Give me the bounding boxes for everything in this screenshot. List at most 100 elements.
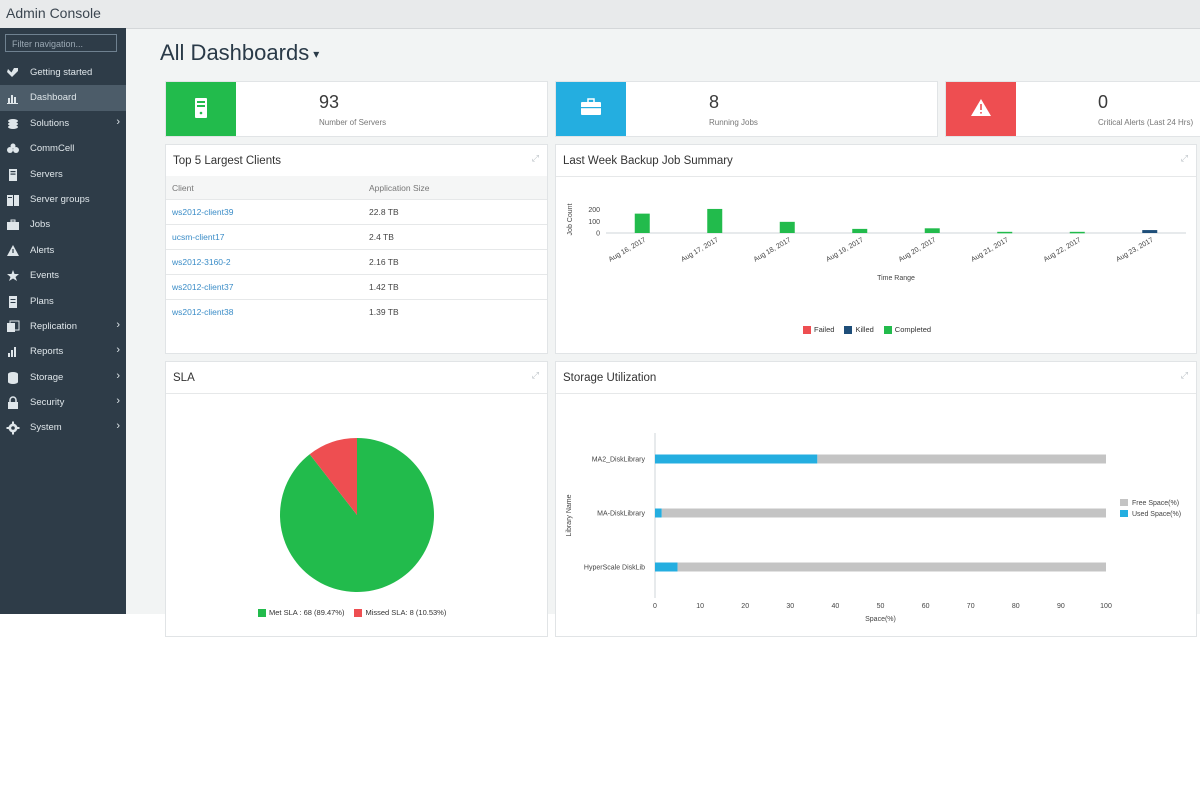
kpi-alerts-label: Critical Alerts (Last 24 Hrs) — [1098, 118, 1194, 127]
bar-used-space[interactable] — [655, 454, 818, 464]
sidebar-item-system[interactable]: System › — [0, 415, 126, 440]
gear-icon — [6, 421, 20, 435]
client-link[interactable]: ws2012-3160-2 — [166, 249, 363, 275]
legend-swatch — [883, 326, 892, 335]
backup-legend-item[interactable]: Killed — [844, 325, 874, 335]
legend-swatch — [803, 326, 811, 335]
briefcase-icon — [7, 219, 19, 231]
backup-summary-header: Last Week Backup Job Summary ⤢ — [556, 145, 1196, 177]
y-tick-label: HyperScale DiskLib — [584, 565, 645, 572]
bar-free-space[interactable] — [677, 562, 1106, 572]
plans-icon — [9, 295, 17, 308]
pie-slice[interactable] — [309, 438, 357, 515]
legend-swatch — [354, 609, 363, 618]
table-header-row: Client Application Size — [166, 176, 547, 200]
column-header-client[interactable]: Client — [166, 176, 363, 200]
sidebar-item-replication[interactable]: Replication › — [0, 314, 126, 339]
bar-completed[interactable] — [634, 213, 650, 233]
bar-free-space[interactable] — [817, 454, 1106, 464]
bar-completed[interactable] — [852, 228, 868, 233]
chevron-right-icon[interactable]: › — [116, 369, 120, 382]
legend-swatch — [258, 609, 266, 618]
kpi-card-servers[interactable]: 93 Number of Servers — [165, 81, 548, 137]
bar-completed[interactable] — [997, 231, 1013, 234]
backup-chart-legend: Failed Killed Completed — [803, 325, 941, 335]
kpi-card-running-jobs[interactable]: 8 Running Jobs — [555, 81, 938, 137]
x-tick-label: 10 — [696, 603, 704, 610]
y-tick-label: 100 — [588, 219, 600, 226]
sidebar-item-security[interactable]: Security › — [0, 390, 126, 415]
sla-legend-item[interactable]: Met SLA : 68 (89.47%) — [258, 608, 344, 618]
storage-utilization-header: Storage Utilization ⤢ — [556, 362, 1196, 394]
storage-utilization-title: Storage Utilization — [563, 372, 657, 384]
client-link[interactable]: ws2012-client38 — [166, 299, 363, 324]
sidebar-item-events[interactable]: Events — [0, 263, 126, 288]
bar-completed[interactable] — [924, 228, 940, 233]
client-link[interactable]: ws2012-client39 — [166, 199, 363, 225]
sidebar-item-alerts[interactable]: Alerts — [0, 238, 126, 263]
bar-completed[interactable] — [1069, 231, 1085, 234]
sidebar-item-label: Reports — [30, 346, 64, 358]
client-link[interactable]: ws2012-client37 — [166, 274, 363, 300]
expand-icon[interactable]: ⤢ — [1180, 370, 1188, 380]
sidebar-item-storage[interactable]: Storage › — [0, 365, 126, 390]
table-row: ws2012-3160-2 2.16 TB — [166, 249, 547, 275]
chevron-right-icon[interactable]: › — [116, 318, 120, 331]
sidebar-item-label: Servers — [30, 168, 63, 180]
x-axis-label: Time Range — [877, 275, 915, 282]
title-bar: Admin Console — [0, 0, 1200, 29]
commcell-icon — [7, 143, 19, 154]
sidebar-item-server-groups[interactable]: Server groups — [0, 187, 126, 212]
chevron-right-icon[interactable]: › — [116, 344, 120, 357]
kpi-card-critical-alerts[interactable]: 0 Critical Alerts (Last 24 Hrs) — [945, 81, 1200, 137]
sidebar-item-label: CommCell — [30, 143, 75, 155]
chevron-right-icon[interactable]: › — [116, 420, 120, 433]
sidebar-item-solutions[interactable]: Solutions › — [0, 111, 126, 136]
expand-icon[interactable]: ⤢ — [1180, 153, 1188, 163]
sidebar-item-label: System — [30, 422, 62, 434]
kpi-servers-value: 93 — [319, 92, 340, 112]
backup-legend-item[interactable]: Failed — [803, 325, 834, 335]
expand-icon[interactable]: ⤢ — [531, 153, 539, 163]
page-title[interactable]: All Dashboards ▾ — [160, 40, 319, 66]
chevron-right-icon[interactable]: › — [116, 395, 120, 408]
bar-used-space[interactable] — [655, 508, 662, 518]
y-axis-label: Job Count — [567, 203, 574, 235]
sidebar-item-jobs[interactable]: Jobs — [0, 212, 126, 237]
bar-used-space[interactable] — [655, 562, 678, 572]
sidebar-item-dashboard[interactable]: Dashboard — [0, 85, 126, 111]
backup-summary-title: Last Week Backup Job Summary — [563, 155, 733, 167]
bar-free-space[interactable] — [661, 508, 1106, 518]
bar-completed[interactable] — [779, 221, 795, 233]
expand-icon[interactable]: ⤢ — [531, 370, 539, 380]
y-axis-label: Library Name — [566, 494, 573, 536]
legend-swatch — [1120, 510, 1128, 517]
column-header-application-size[interactable]: Application Size — [363, 176, 547, 200]
chevron-right-icon[interactable]: › — [116, 115, 120, 128]
server-icon — [9, 168, 17, 181]
sla-header: SLA ⤢ — [166, 362, 547, 394]
bar-killed[interactable] — [1142, 230, 1158, 233]
sidebar-item-plans[interactable]: Plans — [0, 289, 126, 314]
filter-navigation-input[interactable]: Filter navigation... — [5, 34, 117, 52]
sidebar-item-servers[interactable]: Servers — [0, 162, 126, 187]
x-tick-label: 50 — [877, 603, 885, 610]
legend-label: Completed — [894, 325, 932, 334]
sidebar-item-commcell[interactable]: CommCell — [0, 136, 126, 161]
client-link[interactable]: ucsm-client17 — [166, 224, 363, 250]
sidebar-item-getting-started[interactable]: Getting started — [0, 60, 126, 85]
sidebar-item-label: Storage — [30, 371, 64, 383]
legend-swatch — [844, 326, 853, 335]
application-size-cell: 1.39 TB — [363, 299, 547, 324]
sidebar-item-reports[interactable]: Reports › — [0, 339, 126, 364]
application-size-cell: 2.4 TB — [363, 224, 547, 250]
backup-legend-item[interactable]: Completed — [883, 325, 932, 335]
bar-completed[interactable] — [707, 208, 723, 233]
backup-summary-panel: Last Week Backup Job Summary ⤢ 0 100 200 Jo… — [555, 144, 1197, 354]
dashboard-dropdown-caret-icon[interactable]: ▾ — [313, 47, 320, 62]
sidebar-item-label: Events — [30, 270, 60, 282]
sidebar-item-label: Server groups — [30, 193, 90, 205]
sla-legend-item[interactable]: Missed SLA: 8 (10.53%) — [354, 608, 446, 618]
kpi-jobs-icon-box — [556, 82, 626, 136]
top-clients-header: Top 5 Largest Clients ⤢ — [166, 145, 547, 177]
